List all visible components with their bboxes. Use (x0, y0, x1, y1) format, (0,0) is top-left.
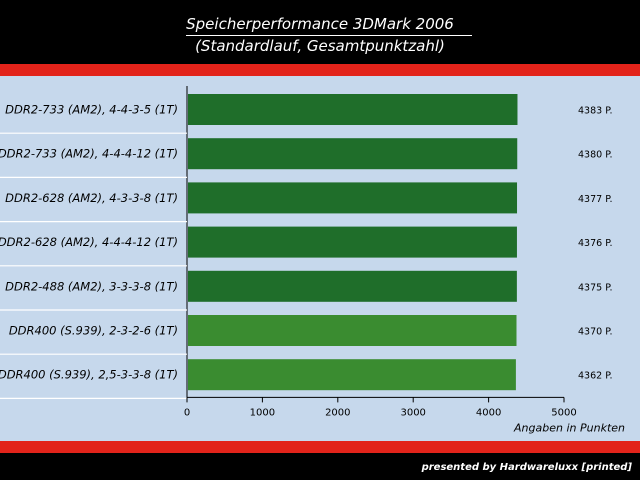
category-label: DDR2-733 (AM2), 4-4-3-5 (1T) (5, 103, 178, 117)
bar (188, 315, 517, 346)
bar (188, 138, 518, 170)
category-label: DDR2-733 (AM2), 4-4-4-12 (1T) (0, 147, 178, 161)
credit-text: presented by Hardwareluxx [printed] (421, 462, 632, 473)
bar (188, 182, 518, 214)
x-tick-label: 5000 (551, 407, 576, 418)
chart-title: Speicherperformance 3DMark 2006 (186, 15, 454, 33)
top-red-band (0, 64, 640, 76)
value-label: 4370 P. (578, 327, 612, 338)
bar (188, 94, 518, 125)
bar (188, 226, 517, 258)
x-axis-title: Angaben in Punkten (513, 421, 625, 434)
bar (188, 270, 517, 302)
value-label: 4362 P. (578, 371, 612, 382)
x-tick-label: 1000 (250, 407, 275, 418)
x-tick-label: 3000 (400, 407, 425, 418)
chart-header: Speicherperformance 3DMark 2006 (Standar… (0, 0, 640, 63)
value-label: 4380 P. (578, 150, 612, 161)
category-label: DDR2-628 (AM2), 4-3-3-8 (1T) (5, 191, 178, 205)
x-tick-label: 2000 (325, 407, 350, 418)
value-label: 4377 P. (578, 194, 612, 205)
value-label: 4375 P. (578, 282, 612, 293)
category-label: DDR2-488 (AM2), 3-3-3-8 (1T) (5, 279, 178, 293)
bottom-red-band (0, 441, 640, 453)
title-divider (186, 35, 472, 36)
category-label: DDR400 (S.939), 2,5-3-3-8 (1T) (0, 368, 178, 382)
value-label: 4376 P. (578, 238, 612, 249)
category-label: DDR400 (S.939), 2-3-2-6 (1T) (9, 324, 178, 338)
category-label: DDR2-628 (AM2), 4-4-4-12 (1T) (0, 235, 178, 249)
chart-footer: presented by Hardwareluxx [printed] (0, 453, 640, 480)
value-label: 4383 P. (578, 106, 612, 117)
bar (188, 359, 516, 391)
x-tick-label: 4000 (476, 407, 501, 418)
chart-subtitle: (Standardlauf, Gesamtpunktzahl) (195, 37, 445, 55)
x-tick-label: 0 (184, 407, 190, 418)
